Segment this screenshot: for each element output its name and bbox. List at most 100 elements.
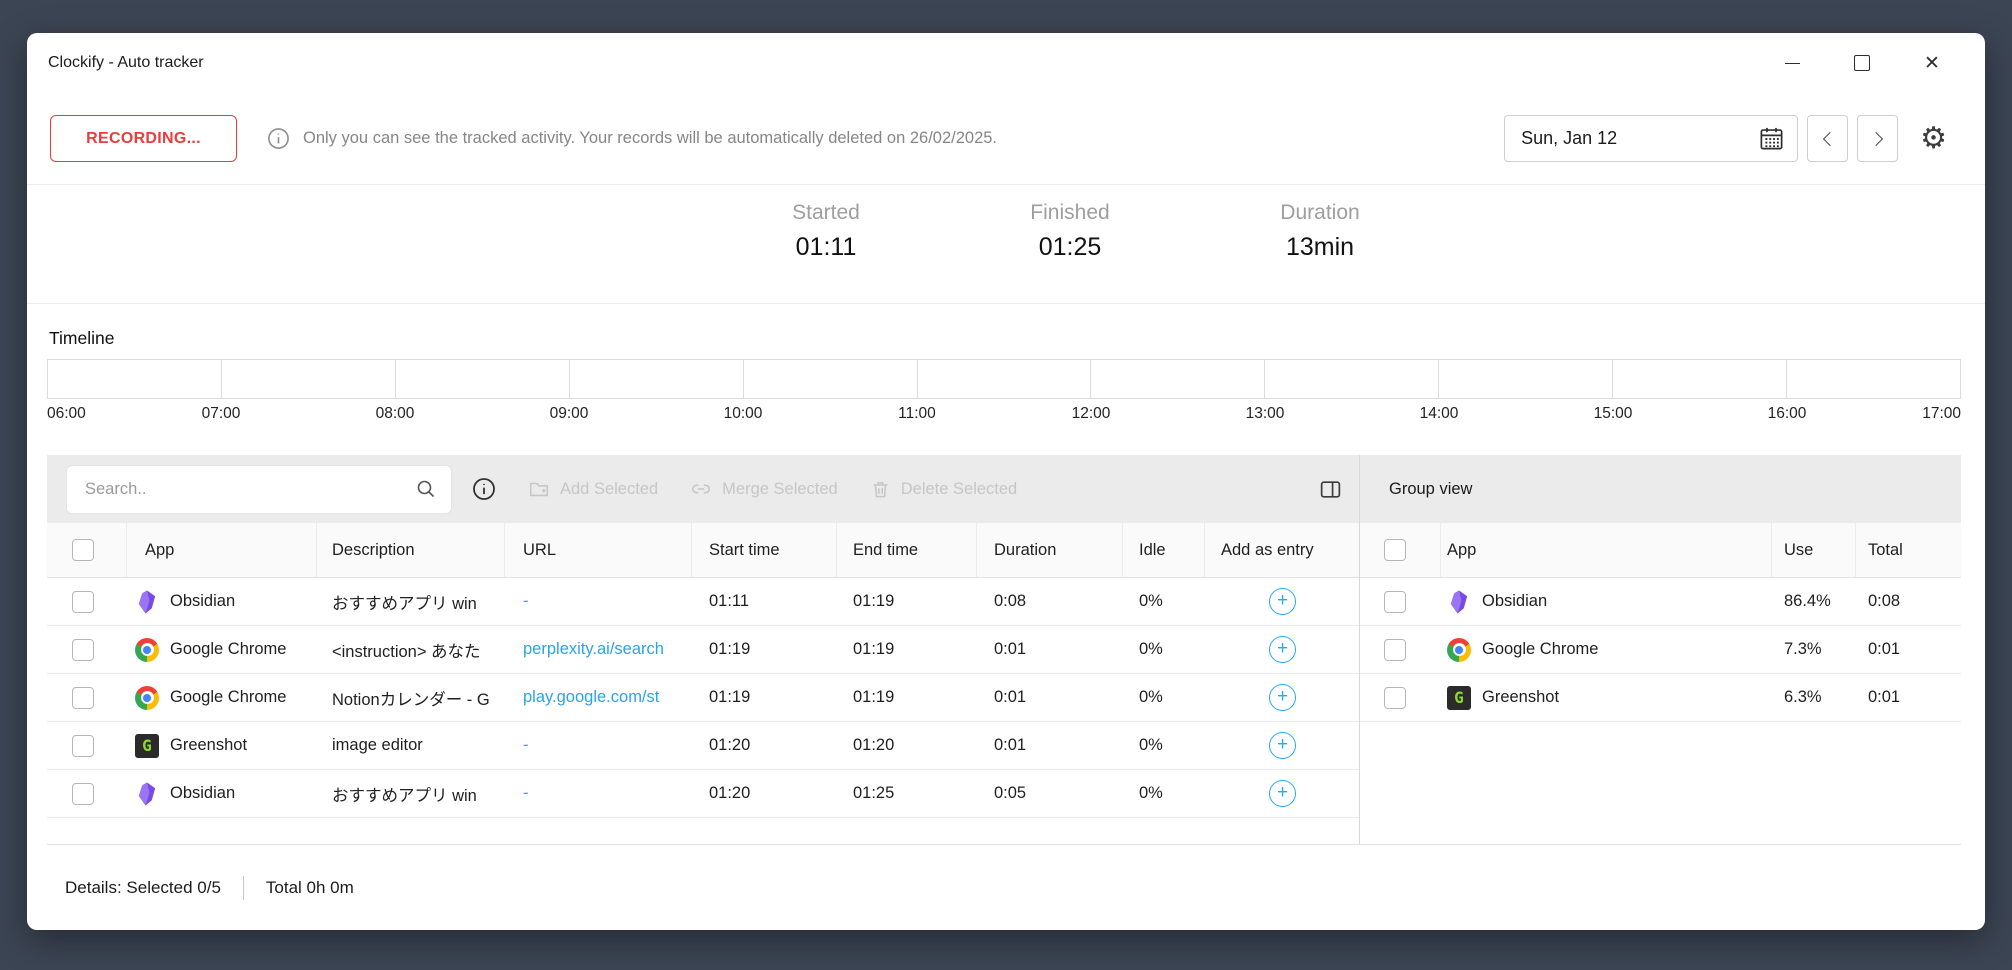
row-idle: 0% xyxy=(1139,784,1163,802)
row-end-time: 01:19 xyxy=(853,592,895,610)
row-checkbox[interactable] xyxy=(72,686,94,709)
obsidian-icon xyxy=(135,781,159,806)
row-end-time: 01:19 xyxy=(853,640,895,658)
row-url[interactable]: - xyxy=(523,784,529,802)
next-day-button[interactable] xyxy=(1857,115,1899,162)
actions-strip: Add Selected Merge Selected xyxy=(47,455,1961,523)
row-url[interactable]: play.google.com/st xyxy=(523,688,660,706)
columns-layout-icon[interactable] xyxy=(1318,477,1343,502)
chevron-right-icon xyxy=(1868,131,1883,146)
add-as-entry-button[interactable] xyxy=(1269,636,1296,663)
hour-label: 12:00 xyxy=(1071,405,1111,422)
titlebar: Clockify - Auto tracker xyxy=(27,33,1985,93)
row-description: おすすめアプリ win xyxy=(332,786,477,805)
row-checkbox[interactable] xyxy=(72,638,94,661)
timeline-cell xyxy=(1264,359,1440,399)
select-all-checkbox[interactable] xyxy=(72,539,94,561)
table-row: Google Chrome <instruction> あなた perplexi… xyxy=(47,626,1359,674)
row-url[interactable]: - xyxy=(523,592,529,610)
activity-table-header: App Description URL Start time End time … xyxy=(47,523,1359,578)
timeline-section: Timeline 06:00 07:00 08:00 09:00 10:00 1… xyxy=(27,304,1985,455)
group-use: 7.3% xyxy=(1784,640,1822,658)
row-description: image editor xyxy=(332,736,423,754)
maximize-icon[interactable] xyxy=(1849,50,1875,76)
group-col-use: Use xyxy=(1772,523,1856,577)
calendar-icon xyxy=(1758,125,1785,152)
table-row: Google Chrome Notionカレンダー - G play.googl… xyxy=(47,674,1359,722)
greenshot-icon: G xyxy=(135,733,159,758)
add-selected-button[interactable]: Add Selected xyxy=(528,478,658,500)
main-block: Add Selected Merge Selected xyxy=(47,455,1961,845)
add-as-entry-button[interactable] xyxy=(1269,732,1296,759)
add-as-entry-button[interactable] xyxy=(1269,588,1296,615)
row-checkbox[interactable] xyxy=(72,734,94,757)
privacy-notice-text: Only you can see the tracked activity. Y… xyxy=(303,129,998,147)
row-url[interactable]: perplexity.ai/search xyxy=(523,640,664,658)
group-row-checkbox[interactable] xyxy=(1384,590,1406,613)
group-row-checkbox[interactable] xyxy=(1384,638,1406,661)
merge-selected-button[interactable]: Merge Selected xyxy=(690,478,838,500)
toolbar: RECORDING... Only you can see the tracke… xyxy=(27,93,1985,185)
window-controls xyxy=(1779,50,1945,76)
group-col-total: Total xyxy=(1868,540,1903,559)
group-row: Google Chrome 7.3% 0:01 xyxy=(1360,626,1961,674)
row-start-time: 01:19 xyxy=(709,640,751,658)
duration-value: 13min xyxy=(1285,233,1355,261)
folder-add-icon xyxy=(528,478,550,500)
timeline-cell xyxy=(47,359,222,399)
hour-label: 16:00 xyxy=(1767,405,1807,422)
hour-label: 13:00 xyxy=(1245,405,1285,422)
timeline-hour-labels: 06:00 07:00 08:00 09:00 10:00 11:00 12:0… xyxy=(47,403,1961,427)
group-use: 6.3% xyxy=(1784,688,1822,706)
group-row: Obsidian 86.4% 0:08 xyxy=(1360,578,1961,626)
date-cluster: Sun, Jan 12 ⚙ xyxy=(1504,115,1947,162)
merge-selected-label: Merge Selected xyxy=(722,479,838,498)
search-wrap xyxy=(66,464,452,514)
table-row: G Greenshot image editor - 01:20 01:20 0… xyxy=(47,722,1359,770)
started-label: Started xyxy=(792,201,860,224)
group-select-all-checkbox[interactable] xyxy=(1384,539,1406,561)
row-checkbox[interactable] xyxy=(72,782,94,805)
row-description: <instruction> あなた xyxy=(332,642,481,661)
timeline-cell xyxy=(394,359,570,399)
link-icon xyxy=(690,478,712,500)
greenshot-icon: G xyxy=(1447,685,1471,710)
search-input[interactable] xyxy=(66,464,452,514)
group-row-checkbox[interactable] xyxy=(1384,686,1406,709)
row-start-time: 01:20 xyxy=(709,736,751,754)
stat-started: Started 01:11 xyxy=(792,201,860,262)
hour-label: 10:00 xyxy=(723,405,763,422)
group-app-name: Greenshot xyxy=(1482,688,1560,706)
row-checkbox[interactable] xyxy=(72,590,94,613)
timeline-cell xyxy=(220,359,396,399)
row-idle: 0% xyxy=(1139,736,1163,754)
minimize-icon[interactable] xyxy=(1779,50,1805,76)
group-app-name: Obsidian xyxy=(1482,592,1548,610)
col-description: Description xyxy=(317,523,505,577)
row-description: Notionカレンダー - G xyxy=(332,690,490,709)
group-view-table-header: App Use Total xyxy=(1360,523,1961,578)
add-as-entry-button[interactable] xyxy=(1269,780,1296,807)
panels: App Description URL Start time End time … xyxy=(47,523,1961,844)
status-divider xyxy=(242,875,244,900)
row-url[interactable]: - xyxy=(523,736,529,754)
timeline-track xyxy=(47,359,1961,399)
chrome-icon xyxy=(135,637,159,662)
group-total: 0:01 xyxy=(1868,640,1901,658)
timeline-cell xyxy=(1786,359,1961,399)
date-picker[interactable]: Sun, Jan 12 xyxy=(1504,115,1799,162)
total-time: Total 0h 0m xyxy=(265,877,354,897)
previous-day-button[interactable] xyxy=(1807,115,1849,162)
gear-icon[interactable]: ⚙ xyxy=(1920,120,1947,156)
info-icon[interactable] xyxy=(472,477,496,501)
close-icon[interactable] xyxy=(1919,50,1945,76)
app-name: Google Chrome xyxy=(170,688,287,706)
delete-selected-button[interactable]: Delete Selected xyxy=(870,479,1017,500)
trash-icon xyxy=(870,479,891,500)
hour-label: 08:00 xyxy=(375,405,415,422)
add-as-entry-button[interactable] xyxy=(1269,684,1296,711)
hour-label: 06:00 xyxy=(47,405,86,422)
recording-button[interactable]: RECORDING... xyxy=(50,115,237,162)
table-row: Obsidian おすすめアプリ win - 01:20 01:25 0:05 … xyxy=(47,770,1359,818)
stats-row: Started 01:11 Finished 01:25 Duration 13… xyxy=(27,185,1985,304)
